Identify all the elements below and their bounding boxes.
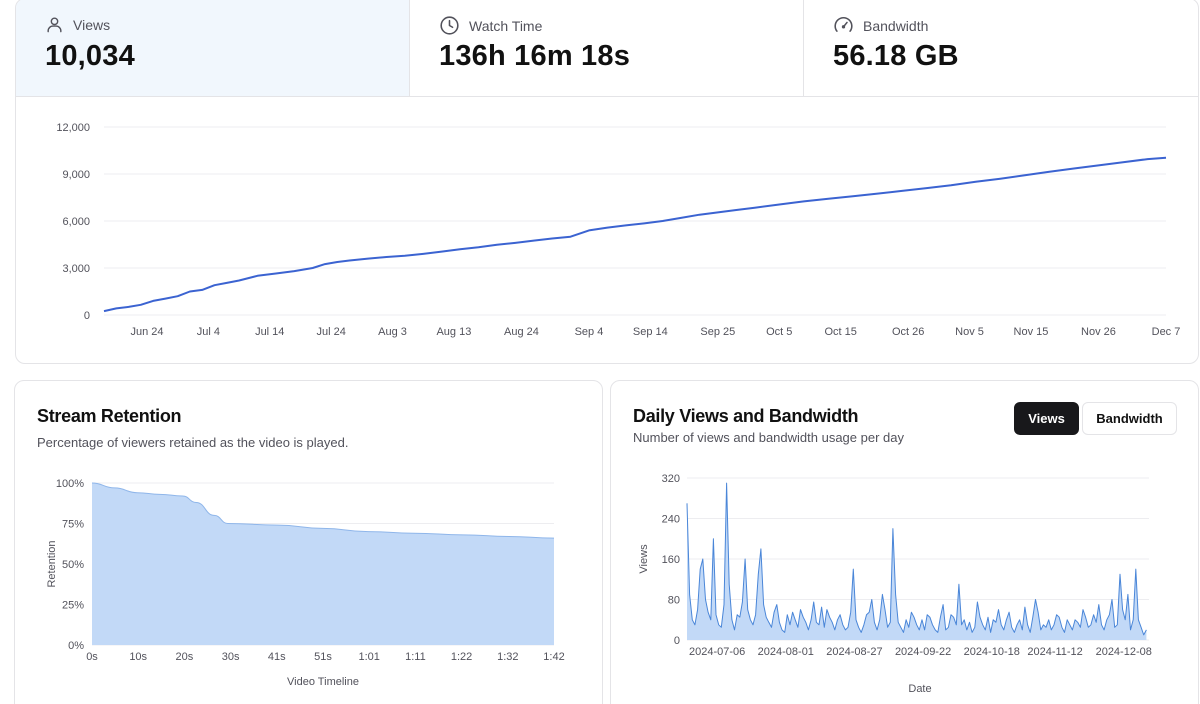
daily-subtitle: Number of views and bandwidth usage per … <box>633 430 904 445</box>
x-tick-label: 1:22 <box>451 651 472 663</box>
kpi-watch-time-value: 136h 16m 18s <box>439 40 631 72</box>
x-tick-label: Jun 24 <box>130 326 163 338</box>
x-tick-label: Sep 25 <box>700 326 735 338</box>
x-tick-label: 30s <box>222 651 240 663</box>
kpi-views-value: 10,034 <box>45 40 135 72</box>
y-tick-label: 0 <box>674 635 680 647</box>
y-tick-label: 25% <box>62 600 84 612</box>
y-tick-label: 160 <box>662 554 680 566</box>
kpi-watch-time[interactable]: Watch Time 136h 16m 18s <box>410 0 804 96</box>
y-axis-title: Retention <box>46 540 58 587</box>
user-icon <box>47 17 62 33</box>
clock-icon <box>440 16 459 35</box>
kpi-bandwidth[interactable]: Bandwidth 56.18 GB <box>804 0 1198 96</box>
retention-chart: 0% 25% 50% 75% 100% 0s 10s 20s 30s 41s 51s 1:01 1:11… <box>46 478 565 688</box>
x-tick-label: 41s <box>268 651 286 663</box>
y-tick-label: 9,000 <box>62 169 90 181</box>
x-tick-label: Sep 4 <box>575 326 604 338</box>
series-line-cumulative-views <box>103 156 1167 313</box>
x-tick-label: 2024-10-18 <box>964 646 1020 658</box>
y-tick-label: 0% <box>68 640 84 652</box>
daily-title: Daily Views and Bandwidth <box>633 406 859 426</box>
kpi-row: Views 10,034 Watch Time 136h 16m 18s <box>16 0 1198 97</box>
series-area-daily-views <box>687 483 1147 640</box>
y-tick-label: 80 <box>668 595 680 607</box>
retention-title: Stream Retention <box>37 406 182 426</box>
x-tick-label: 51s <box>314 651 332 663</box>
kpi-watch-time-label: Watch Time <box>469 17 543 34</box>
kpi-bandwidth-value: 56.18 GB <box>833 40 959 72</box>
series-line-daily-views <box>686 482 1147 636</box>
kpi-bandwidth-label: Bandwidth <box>863 17 929 34</box>
x-tick-label: 1:42 <box>543 651 564 663</box>
x-tick-label: Nov 15 <box>1014 326 1049 338</box>
x-tick-label: 2024-12-08 <box>1096 646 1152 658</box>
x-tick-label: 2024-08-27 <box>826 646 882 658</box>
x-tick-label: Jul 14 <box>255 326 284 338</box>
y-tick-label: 320 <box>662 473 680 485</box>
y-tick-label: 240 <box>662 514 680 526</box>
x-tick-label: 2024-07-06 <box>689 646 745 658</box>
x-tick-label: 1:11 <box>405 651 426 663</box>
stats-card: Views 10,034 Watch Time 136h 16m 18s <box>15 0 1199 364</box>
x-tick-label: Oct 5 <box>766 326 792 338</box>
cumulative-views-chart: 0 3,000 6,000 9,000 12,000 Jun 24 Jul 4 Jul 14 J… <box>56 122 1181 338</box>
x-tick-label: Nov 5 <box>955 326 984 338</box>
retention-panel: Stream Retention Percentage of viewers r… <box>14 380 603 704</box>
x-tick-label: Aug 24 <box>504 326 539 338</box>
kpi-views-label: Views <box>73 16 111 33</box>
x-tick-label: 2024-11-12 <box>1027 646 1082 658</box>
x-tick-label: 20s <box>176 651 194 663</box>
x-tick-label: Aug 3 <box>378 326 407 338</box>
views-toggle-button[interactable]: Views <box>1014 402 1079 435</box>
x-tick-label: Dec 7 <box>1152 326 1181 338</box>
x-axis-title: Video Timeline <box>287 676 359 688</box>
x-tick-label: Jul 4 <box>197 326 220 338</box>
kpi-views[interactable]: Views 10,034 <box>16 0 410 96</box>
x-tick-label: Oct 15 <box>824 326 856 338</box>
x-tick-label: 0s <box>86 651 98 663</box>
y-axis-title: Views <box>638 544 650 574</box>
series-line-retention <box>91 482 555 539</box>
x-tick-label: Jul 24 <box>316 326 345 338</box>
retention-subtitle: Percentage of viewers retained as the vi… <box>37 435 349 450</box>
x-axis-title: Date <box>908 683 931 695</box>
y-tick-label: 3,000 <box>62 263 90 275</box>
y-tick-label: 75% <box>62 519 84 531</box>
daily-views-chart: 0 80 160 240 320 2024-07-06 2024-08-01 2024-08-… <box>638 473 1152 695</box>
x-tick-label: 2024-08-01 <box>758 646 814 658</box>
y-tick-label: 0 <box>84 310 90 322</box>
x-tick-label: 1:01 <box>358 651 379 663</box>
y-tick-label: 12,000 <box>56 122 90 134</box>
y-tick-label: 50% <box>62 559 84 571</box>
x-tick-label: 2024-09-22 <box>895 646 951 658</box>
x-tick-label: Sep 14 <box>633 326 668 338</box>
x-tick-label: 10s <box>129 651 147 663</box>
x-tick-label: Oct 26 <box>892 326 924 338</box>
x-tick-label: Nov 26 <box>1081 326 1116 338</box>
series-area-retention <box>92 483 554 645</box>
x-tick-label: Aug 13 <box>436 326 471 338</box>
x-tick-label: 1:32 <box>497 651 518 663</box>
y-tick-label: 6,000 <box>62 216 90 228</box>
gauge-icon <box>834 16 853 32</box>
y-tick-label: 100% <box>56 478 84 490</box>
bandwidth-toggle-button[interactable]: Bandwidth <box>1082 402 1177 435</box>
